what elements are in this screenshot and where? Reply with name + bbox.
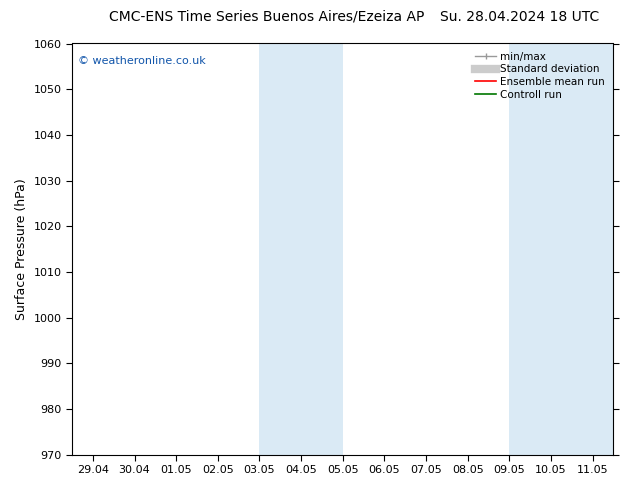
Text: Su. 28.04.2024 18 UTC: Su. 28.04.2024 18 UTC [440,10,600,24]
Bar [259,44,301,455]
Legend: min/max, Standard deviation, Ensemble mean run, Controll run: min/max, Standard deviation, Ensemble me… [472,49,608,103]
Bar [551,44,614,455]
Text: © weatheronline.co.uk: © weatheronline.co.uk [77,56,205,66]
Text: CMC-ENS Time Series Buenos Aires/Ezeiza AP: CMC-ENS Time Series Buenos Aires/Ezeiza … [108,10,424,24]
Bar [301,44,343,455]
Y-axis label: Surface Pressure (hPa): Surface Pressure (hPa) [15,178,28,320]
Bar [509,44,551,455]
